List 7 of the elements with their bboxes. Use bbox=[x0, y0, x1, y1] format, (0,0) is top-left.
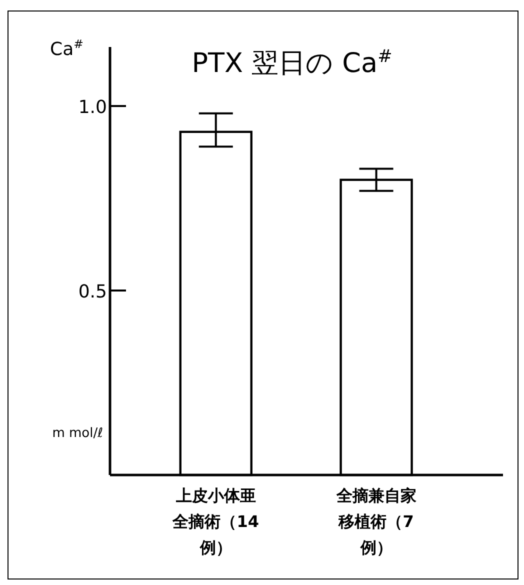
y-tick-label: 1.0 bbox=[78, 97, 107, 118]
y-tick-label: 0.5 bbox=[78, 282, 107, 303]
chart-title: PTX 翌日の Ca$^{#}$ bbox=[192, 47, 392, 79]
x-tick-label: 全摘兼自家移植術（7例） bbox=[335, 485, 418, 559]
y-axis-title: Ca$^{#}$ bbox=[50, 37, 84, 60]
x-tick-label: 上皮小体亜全摘術（14例） bbox=[171, 485, 260, 559]
text: m mol/ℓ bbox=[52, 426, 103, 441]
